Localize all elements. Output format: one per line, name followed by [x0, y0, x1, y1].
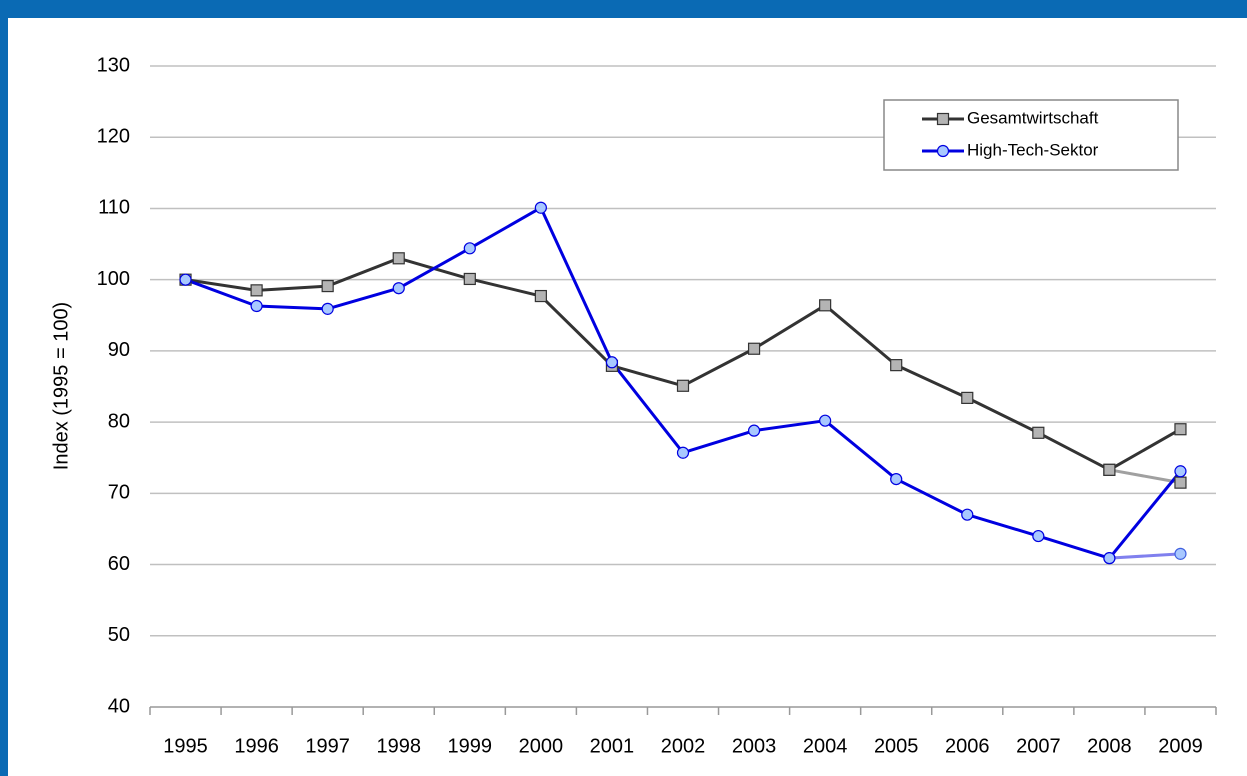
- y-tick-label: 100: [97, 268, 130, 290]
- x-tick-label: 2007: [1016, 735, 1061, 757]
- x-tick-label: 1997: [305, 735, 350, 757]
- x-tick-label: 2001: [590, 735, 635, 757]
- legend: Gesamtwirtschaft High-Tech-Sektor: [883, 99, 1179, 171]
- marker: [179, 273, 192, 286]
- x-tick-label: 2009: [1158, 735, 1203, 757]
- y-tick-label: 90: [108, 339, 130, 361]
- x-tick-label: 2004: [803, 735, 848, 757]
- marker: [1103, 552, 1116, 565]
- series-line: [185, 256, 1182, 472]
- y-tick-label: 60: [108, 553, 130, 575]
- marker: [961, 508, 974, 521]
- x-tick-label: 2005: [874, 735, 919, 757]
- marker: [1174, 423, 1187, 436]
- marker: [936, 112, 950, 126]
- marker: [890, 359, 903, 372]
- series-line: [1109, 552, 1181, 560]
- marker: [250, 284, 263, 297]
- marker: [321, 302, 334, 315]
- marker: [1174, 547, 1187, 560]
- marker: [1174, 476, 1187, 489]
- legend-label: High-Tech-Sektor: [967, 140, 1099, 159]
- marker: [1032, 529, 1045, 543]
- x-tick-label: 1998: [376, 735, 421, 757]
- marker: [534, 201, 547, 214]
- marker: [605, 356, 619, 369]
- marker: [321, 279, 334, 293]
- left-bar: [0, 0, 8, 776]
- marker: [819, 414, 832, 427]
- marker: [534, 289, 547, 303]
- y-tick-label: 50: [108, 624, 130, 646]
- x-tick-label: 1995: [163, 735, 208, 757]
- x-tick-label: 2008: [1087, 735, 1132, 757]
- marker: [392, 252, 405, 265]
- y-tick-label: 130: [97, 54, 130, 76]
- marker: [250, 299, 263, 313]
- x-tick-label: 1999: [448, 735, 493, 757]
- x-tick-label: 2003: [732, 735, 777, 757]
- legend-box: [883, 99, 1179, 171]
- marker: [1032, 426, 1045, 439]
- legend-label: Gesamtwirtschaft: [967, 108, 1099, 127]
- x-tick-label: 2006: [945, 735, 990, 757]
- marker: [890, 472, 903, 486]
- marker: [676, 379, 690, 392]
- marker: [1103, 463, 1116, 476]
- marker: [747, 342, 761, 355]
- marker: [936, 144, 950, 158]
- y-tick-label: 80: [108, 410, 130, 432]
- y-axis-label: Index (1995 = 100): [50, 302, 72, 470]
- marker: [1174, 465, 1187, 478]
- y-tick-label: 120: [97, 126, 130, 148]
- y-tick-label: 70: [108, 482, 130, 504]
- marker: [463, 242, 476, 255]
- series-line: [1109, 468, 1181, 485]
- top-bar: [0, 0, 1247, 18]
- marker: [747, 424, 761, 437]
- y-tick-label: 40: [108, 695, 130, 717]
- marker: [676, 446, 690, 459]
- marker: [961, 391, 974, 404]
- marker: [463, 272, 476, 286]
- marker: [819, 299, 832, 312]
- x-tick-label: 1996: [234, 735, 279, 757]
- marker: [392, 282, 405, 295]
- y-tick-label: 110: [98, 197, 130, 219]
- x-tick-label: 2000: [519, 735, 564, 757]
- x-tick-label: 2002: [661, 735, 706, 757]
